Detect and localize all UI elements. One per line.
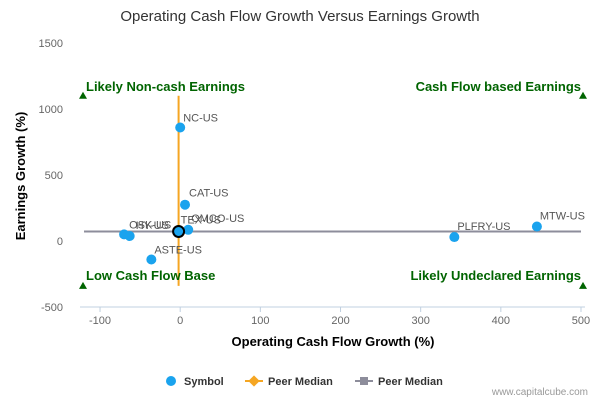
x-tick-label: 100 [251, 315, 269, 327]
y-tick-label: 0 [57, 236, 63, 248]
data-point[interactable] [146, 254, 157, 265]
y-tick-label: -500 [41, 302, 63, 314]
data-point[interactable] [175, 122, 186, 133]
y-tick-label: 1000 [39, 104, 63, 116]
x-tick-label: 500 [572, 315, 590, 327]
legend-item-peer-median-horizontal[interactable]: Peer Median [355, 376, 443, 388]
data-point-label: OMCO-US [191, 213, 244, 225]
quadrant-marker [579, 91, 587, 99]
x-tick-label: 400 [492, 315, 510, 327]
data-point[interactable] [449, 232, 460, 243]
legend-label-peer-median: Peer Median [378, 376, 443, 388]
credit-text: www.capitalcube.com [491, 387, 588, 398]
data-point-label: OSK-US [129, 219, 171, 231]
quadrant-marker [579, 281, 587, 289]
quadrant-labels: Likely Non-cash Earnings Cash Flow based … [79, 79, 587, 289]
data-point-label: NC-US [183, 112, 218, 124]
chart-title: Operating Cash Flow Growth Versus Earnin… [120, 8, 479, 25]
data-point[interactable] [180, 199, 191, 210]
data-point-label: TEX-US [181, 214, 221, 226]
legend-marker-symbol [166, 376, 176, 386]
x-axis-label: Operating Cash Flow Growth (%) [232, 334, 435, 349]
quadrant-marker [79, 281, 87, 289]
peer-median-lines [84, 95, 581, 286]
data-point-label: HY-US [136, 220, 169, 232]
axis-ticks: -100 0 100 200 300 400 500 -500 0 500 1000 1500 [39, 38, 591, 327]
data-point-label: PLFRY-US [457, 221, 510, 233]
legend-label-peer-median: Peer Median [268, 376, 333, 388]
data-point-label: CAT-US [189, 188, 229, 200]
y-tick-label: 1500 [39, 38, 63, 50]
x-tick-label: -100 [89, 315, 111, 327]
y-axis-label: Earnings Growth (%) [13, 112, 28, 241]
legend-marker-square [360, 377, 368, 385]
y-tick-label: 500 [45, 170, 63, 182]
data-point-label: MTW-US [540, 210, 585, 222]
data-point-label: ASTE-US [154, 244, 202, 256]
data-point[interactable] [124, 230, 135, 241]
quadrant-label: Low Cash Flow Base [86, 268, 215, 283]
data-point[interactable] [531, 221, 542, 232]
x-tick-label: 0 [177, 315, 183, 327]
legend-item-peer-median-vertical[interactable]: Peer Median [245, 375, 333, 388]
legend-marker-diamond [248, 375, 260, 387]
data-point[interactable] [183, 224, 194, 235]
quadrant-label: Likely Undeclared Earnings [410, 268, 581, 283]
legend[interactable]: Symbol Peer Median Peer Median [166, 375, 443, 388]
x-tick-label: 200 [331, 315, 349, 327]
legend-item-symbol[interactable]: Symbol [166, 376, 224, 388]
x-tick-label: 300 [411, 315, 429, 327]
quadrant-label: Likely Non-cash Earnings [86, 79, 245, 94]
data-point[interactable] [173, 226, 184, 237]
quadrant-marker [79, 91, 87, 99]
quadrant-label: Cash Flow based Earnings [416, 79, 581, 94]
highlight-point-marker [172, 224, 186, 238]
legend-label-symbol: Symbol [184, 376, 224, 388]
